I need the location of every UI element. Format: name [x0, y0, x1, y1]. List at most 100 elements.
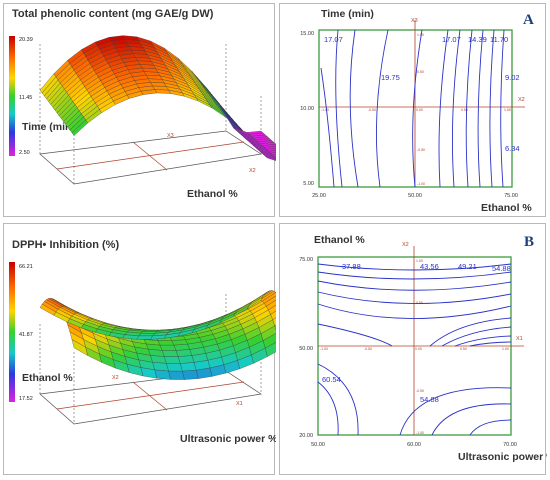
- b-xlabel: Ultrasonic power %: [458, 451, 547, 463]
- a-xtick-50: 50.00: [408, 193, 422, 199]
- a-coded-tick: 1.00: [417, 33, 424, 37]
- b-contour-line: [469, 419, 512, 436]
- b-ytick-75: 75.00: [299, 257, 313, 263]
- b-coded-tick: 0.50: [416, 301, 423, 305]
- a-contour-line: [335, 29, 343, 188]
- tpc-cb-min: 2.50: [19, 150, 30, 156]
- a-contour-line: [412, 29, 423, 188]
- surface-cell: [268, 304, 276, 315]
- a-ylabel: Time (min): [321, 8, 374, 20]
- b-xtick-70: 70.00: [503, 442, 517, 448]
- b-ytick-20: 20.00: [299, 433, 313, 439]
- tpc-cb-max: 20.39: [19, 37, 33, 43]
- surface-cell: [140, 331, 158, 334]
- a-xlabel: Ethanol %: [481, 202, 532, 214]
- tpc-surface-mesh: [39, 35, 276, 161]
- b-contour-line: [317, 280, 512, 291]
- b-ylabel: Ethanol %: [314, 234, 365, 246]
- surface-cell: [272, 317, 276, 327]
- b-contour-line: [317, 303, 512, 319]
- b-contour-line: [454, 335, 512, 347]
- surface-cell: [180, 362, 197, 372]
- surface-cell: [274, 156, 276, 159]
- a-contour-labels: 17.07 19.75 17.07 14.39 11.70 9.02 6.34: [324, 35, 520, 153]
- a-coded-tick: -0.50: [368, 108, 376, 112]
- a-xtick-75: 75.00: [504, 193, 518, 199]
- a-code-x3: X3: [411, 18, 418, 24]
- dpph-surface-panel: DPPH• Inhibition (%) 66.21 41.87 17.52 E…: [3, 223, 276, 475]
- a-contour-line: [349, 29, 359, 188]
- a-coded-tick: -1.00: [321, 108, 329, 112]
- b-contour-line: [317, 263, 512, 271]
- tpc-title: Total phenolic content (mg GAE/g DW): [12, 8, 214, 20]
- a-contour-line: [451, 29, 461, 188]
- a-contour-line: [465, 29, 473, 188]
- surface-cell: [138, 333, 156, 337]
- b-coded-tick: -1.00: [320, 347, 328, 351]
- surface-cell: [270, 310, 276, 320]
- b-coded-tick: 0.50: [460, 347, 467, 351]
- tpc-surface-panel: Total phenolic content (mg GAE/g DW) 20.…: [3, 3, 276, 217]
- b-contour-line: [431, 403, 512, 436]
- a-coded-ticks: 1.00 0.50 -0.50 -1.00 -1.00 -0.50 0.00 0…: [321, 33, 511, 186]
- b-contour-line: [399, 387, 512, 436]
- a-ytick-10: 10.00: [300, 106, 314, 112]
- tpc-floor: [39, 130, 262, 185]
- a-clab: 11.70: [490, 35, 508, 44]
- surface-cell: [182, 369, 199, 380]
- b-xtick-60: 60.00: [407, 442, 421, 448]
- a-coded-tick: 0.00: [416, 108, 423, 112]
- dpph-colorbar: [9, 262, 15, 402]
- b-clab: 54.88: [420, 395, 439, 404]
- a-coded-tick: 1.00: [504, 108, 511, 112]
- surface-cell: [161, 350, 179, 357]
- b-contour-line: [469, 341, 512, 347]
- dpph-title: DPPH• Inhibition (%): [12, 239, 119, 251]
- a-contour-line: [438, 29, 449, 188]
- tpc-code-x2: X2: [249, 168, 256, 174]
- panel-letter-b: B: [524, 234, 534, 250]
- b-clab: 54.88: [492, 264, 511, 273]
- a-clab: 9.02: [505, 73, 520, 82]
- dpph-floor: [39, 370, 262, 425]
- surface-cell: [166, 363, 183, 372]
- a-clab: 19.75: [381, 73, 400, 82]
- surface-cell: [219, 105, 236, 130]
- a-clab: 6.34: [505, 144, 520, 153]
- b-xtick-50: 50.00: [311, 442, 325, 448]
- b-contour-line: [317, 363, 359, 436]
- surface-cell: [246, 130, 264, 135]
- a-plot-frame: [318, 29, 513, 188]
- dpph-surface-mesh: [39, 290, 276, 380]
- surface-cell: [159, 344, 177, 351]
- surface-cell: [177, 355, 195, 364]
- tpc-ylabel: Time (min): [22, 121, 75, 133]
- a-code-x2: X2: [518, 97, 525, 103]
- a-xtick-25: 25.00: [312, 193, 326, 199]
- b-ytick-50: 50.00: [299, 346, 313, 352]
- a-contour-line: [375, 29, 389, 188]
- b-clab: 43.56: [420, 262, 439, 271]
- dpph-floor-axis-x2: [132, 381, 168, 411]
- surface-cell: [270, 152, 276, 156]
- tpc-surface-svg: Total phenolic content (mg GAE/g DW) 20.…: [9, 8, 276, 200]
- dpph-code-x2: X2: [112, 375, 119, 381]
- a-contour-lines: [320, 29, 505, 188]
- b-coded-tick: -1.00: [416, 431, 424, 435]
- a-coded-tick: 0.50: [461, 108, 468, 112]
- b-clab: 60.54: [322, 375, 341, 384]
- b-contour-line: [317, 323, 393, 347]
- b-contour-labels: 37.88 43.56 49.21 54.88 60.54 54.88: [322, 262, 511, 404]
- b-coded-tick: -0.50: [416, 389, 424, 393]
- dpph-xlabel: Ultrasonic power %: [180, 433, 276, 445]
- b-coded-tick: 1.00: [502, 347, 509, 351]
- b-coded-tick: 1.00: [416, 259, 423, 263]
- tpc-cb-mid: 11.45: [19, 95, 32, 101]
- dpph-ylabel: Ethanol %: [22, 372, 73, 384]
- b-contour-line: [441, 326, 512, 347]
- a-contour-line: [477, 29, 484, 188]
- tpc-colorbar: [9, 36, 15, 156]
- tpc-code-x3: X3: [167, 133, 174, 139]
- panel-letter-a: A: [523, 12, 534, 28]
- b-coded-tick: -0.50: [364, 347, 372, 351]
